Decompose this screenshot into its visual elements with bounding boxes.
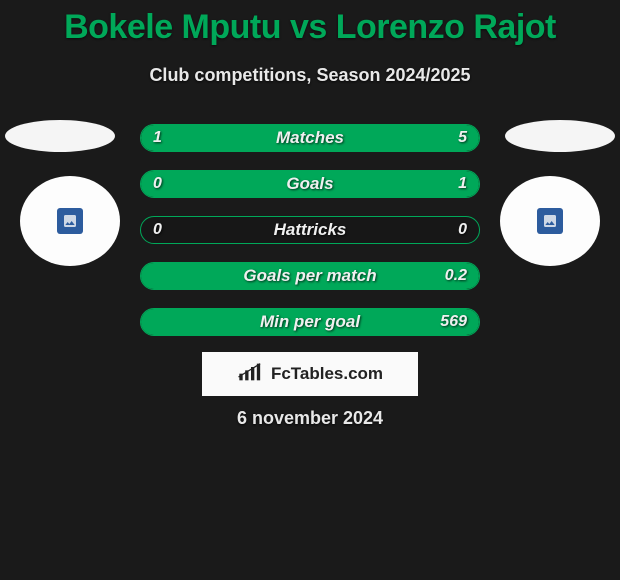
bar-label: Min per goal [141, 309, 479, 335]
flag-right [505, 120, 615, 152]
bar-row: 15Matches [140, 124, 480, 152]
bar-row: 00Hattricks [140, 216, 480, 244]
comparison-bars: 15Matches 01Goals 00Hattricks 0.2Goals per … [140, 124, 480, 354]
bar-label: Matches [141, 125, 479, 151]
avatar-left [20, 176, 120, 266]
placeholder-icon [57, 208, 83, 234]
subtitle: Club competitions, Season 2024/2025 [0, 65, 620, 86]
date-text: 6 november 2024 [0, 408, 620, 429]
brand-box: FcTables.com [202, 352, 418, 396]
placeholder-icon [537, 208, 563, 234]
bar-row: 569Min per goal [140, 308, 480, 336]
bar-row: 0.2Goals per match [140, 262, 480, 290]
bar-label: Goals per match [141, 263, 479, 289]
bar-label: Goals [141, 171, 479, 197]
avatar-right [500, 176, 600, 266]
bar-row: 01Goals [140, 170, 480, 198]
flag-left [5, 120, 115, 152]
page-title: Bokele Mputu vs Lorenzo Rajot [0, 0, 620, 47]
brand-text: FcTables.com [271, 364, 383, 384]
chart-icon [237, 362, 265, 387]
bar-label: Hattricks [141, 217, 479, 243]
